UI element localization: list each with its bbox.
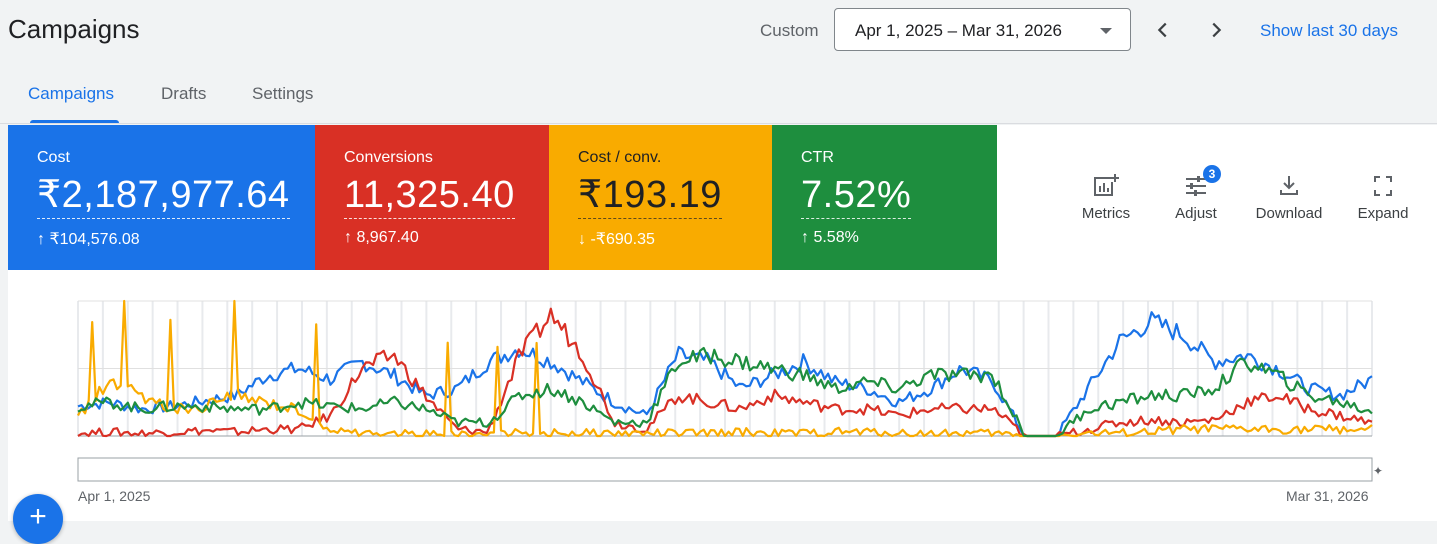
tab-settings[interactable]: Settings: [252, 84, 314, 103]
performance-chart[interactable]: ✦ Apr 1, 2025 Mar 31, 2026: [8, 270, 1437, 521]
scorecard-delta: ↓ -₹690.35: [578, 231, 655, 248]
scorecard-value: 7.52%: [801, 173, 912, 219]
chart-series-line-0: [77, 311, 1373, 438]
scorecard-label: Conversions: [344, 149, 433, 166]
header-bar: Campaigns Custom Apr 1, 2025 – Mar 31, 2…: [0, 0, 1437, 64]
scorecard-label: Cost / conv.: [578, 149, 662, 166]
metrics-label: Metrics: [1081, 205, 1131, 222]
chart-series-line-3: [77, 346, 1373, 438]
download-label: Download: [1255, 205, 1323, 222]
chart-series-line-1: [77, 307, 1373, 438]
create-fab-button[interactable]: +: [13, 494, 63, 544]
scorecard-delta: ↑ 8,967.40: [344, 229, 419, 246]
scorecard-cost-per-conv[interactable]: Cost / conv. ₹193.19 ↓ -₹690.35: [549, 125, 772, 270]
x-axis-end-label: Mar 31, 2026: [1286, 488, 1369, 504]
fullscreen-icon: [1374, 176, 1392, 196]
date-range-type-label: Custom: [760, 21, 819, 40]
active-tab-indicator: [30, 120, 119, 123]
expand-button[interactable]: Expand: [1343, 173, 1423, 222]
tune-icon: [1186, 176, 1206, 196]
scorecard-value: ₹2,187,977.64: [37, 173, 290, 219]
page-title: Campaigns: [8, 14, 140, 44]
x-axis-start-label: Apr 1, 2025: [78, 488, 151, 504]
tab-bar: Campaigns Drafts Settings: [0, 64, 1437, 124]
chart-svg: ✦: [77, 299, 1383, 482]
adjust-count-badge: 3: [1203, 165, 1221, 183]
scorecard-delta: ↑ 5.58%: [801, 229, 859, 246]
download-button[interactable]: Download: [1249, 173, 1329, 222]
scorecard-row: Cost ₹2,187,977.64 ↑ ₹104,576.08 Convers…: [8, 125, 1437, 270]
scorecard-ctr[interactable]: CTR 7.52% ↑ 5.58%: [772, 125, 997, 270]
chevron-left-icon[interactable]: [1152, 19, 1174, 41]
scorecard-delta: ↑ ₹104,576.08: [37, 231, 140, 248]
scorecard-value: 11,325.40: [344, 173, 515, 219]
tab-drafts[interactable]: Drafts: [161, 84, 207, 103]
add-chart-icon: [1094, 174, 1119, 196]
plus-icon: +: [29, 500, 47, 533]
sparkle-icon[interactable]: ✦: [1373, 464, 1383, 478]
adjust-label: Adjust: [1175, 205, 1217, 222]
download-icon: [1280, 176, 1298, 195]
tab-divider: [0, 123, 1437, 124]
date-range-select[interactable]: Apr 1, 2025 – Mar 31, 2026: [834, 8, 1131, 51]
scorecard-value: ₹193.19: [578, 173, 722, 219]
chevron-right-icon[interactable]: [1205, 19, 1227, 41]
scorecard-cost[interactable]: Cost ₹2,187,977.64 ↑ ₹104,576.08: [8, 125, 315, 270]
dropdown-arrow-icon: [1100, 28, 1112, 34]
scorecard-conversions[interactable]: Conversions 11,325.40 ↑ 8,967.40: [315, 125, 549, 270]
metrics-button[interactable]: Metrics: [1066, 173, 1146, 222]
scorecard-label: Cost: [37, 149, 70, 166]
expand-label: Expand: [1357, 205, 1409, 222]
tab-campaigns[interactable]: Campaigns: [28, 84, 114, 103]
scorecard-label: CTR: [801, 149, 834, 166]
show-last-30-days-link[interactable]: Show last 30 days: [1260, 21, 1398, 40]
adjust-button[interactable]: 3 Adjust: [1156, 165, 1236, 222]
date-range-value: Apr 1, 2025 – Mar 31, 2026: [855, 21, 1062, 40]
chart-series-line-2: [77, 299, 1373, 438]
chart-range-scrubber[interactable]: [77, 457, 1373, 482]
